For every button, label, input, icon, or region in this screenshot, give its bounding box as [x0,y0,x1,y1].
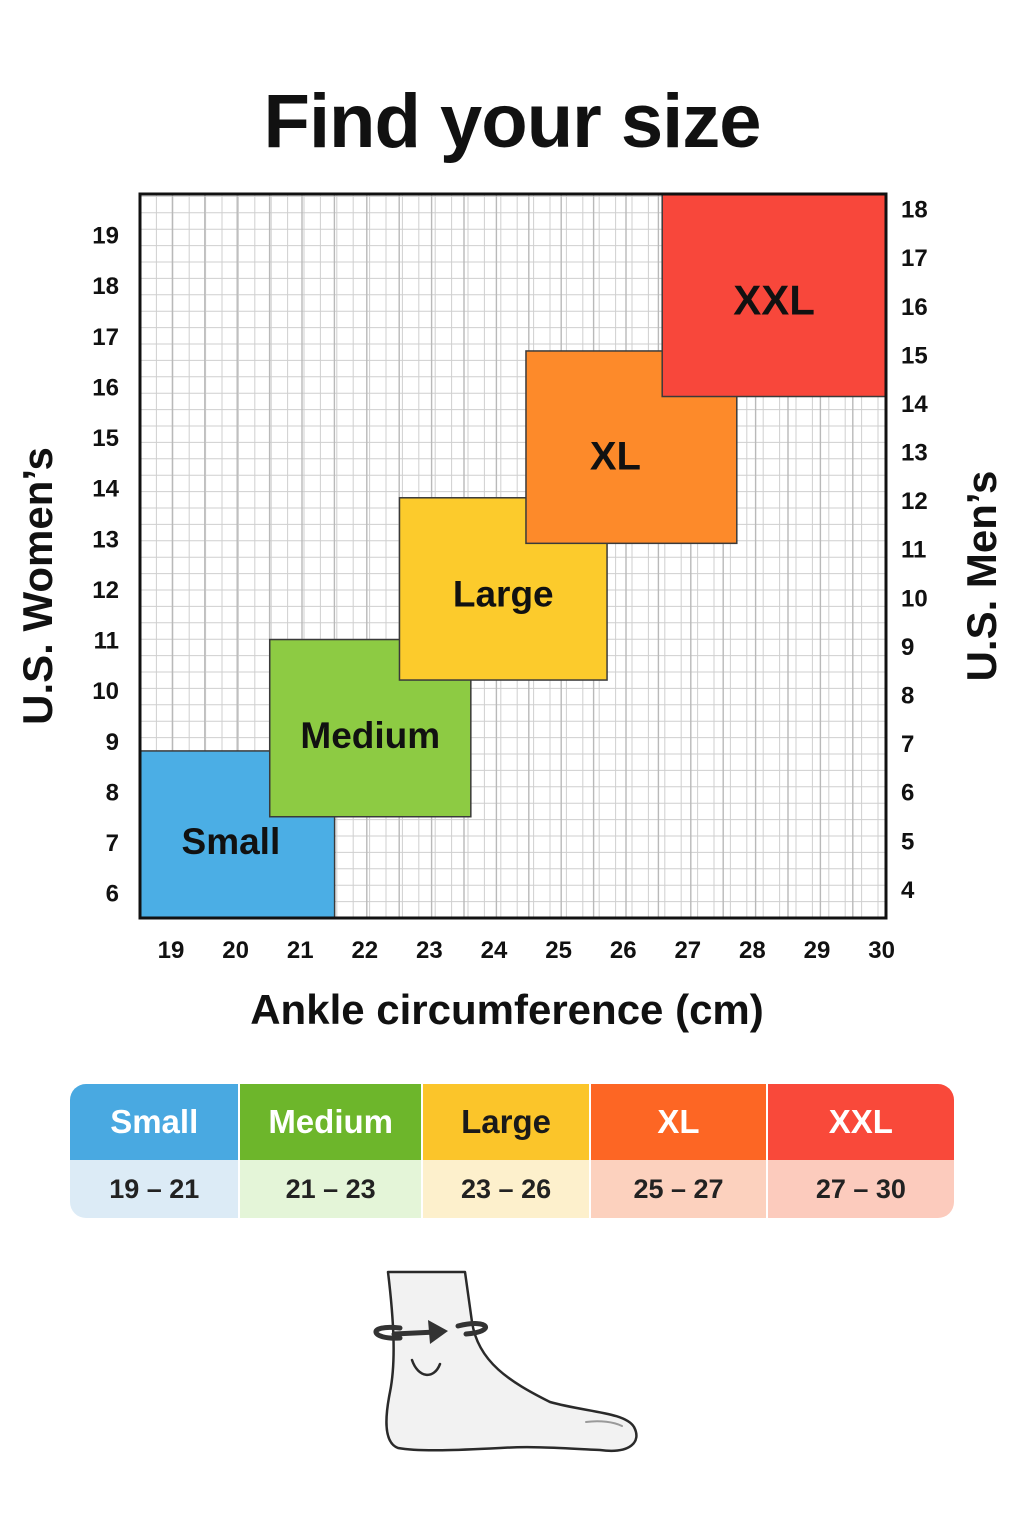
x-tick-label: 25 [545,937,572,964]
y-left-tick-label: 11 [94,628,119,655]
y-left-tick-label: 15 [92,425,119,452]
region-label-small: Small [182,821,281,862]
region-label-medium: Medium [300,715,440,756]
size-range-table: Small 19 – 21 Medium 21 – 23 Large 23 – … [70,1084,954,1218]
y-right-tick-label: 9 [901,634,914,661]
y-left-tick-label: 13 [92,526,119,553]
x-tick-label: 29 [804,937,831,964]
y-left-tick-label: 16 [92,374,119,401]
y-left-tick-label: 17 [92,324,119,351]
y-left-tick-label: 10 [92,678,119,705]
foot-ankle-measure-icon [373,1270,638,1453]
size-range: 27 – 30 [767,1160,954,1218]
size-column-large: Large 23 – 26 [420,1084,590,1218]
y-right-tick-label: 11 [901,537,926,564]
size-regions: Small Medium Large XL XXL [139,193,887,919]
region-label-xl: XL [590,435,641,479]
size-header: Large [422,1084,590,1160]
x-tick-label: 30 [868,937,895,964]
size-range: 23 – 26 [422,1160,590,1218]
size-range: 19 – 21 [70,1160,239,1218]
size-column-xl: XL 25 – 27 [589,1084,766,1218]
size-range: 21 – 23 [240,1160,421,1218]
y-left-tick-label: 9 [106,729,119,756]
y-left-tick-label: 8 [106,779,119,806]
y-left-tick-label: 12 [92,577,119,604]
size-column-medium: Medium 21 – 23 [238,1084,421,1218]
size-header: XXL [767,1084,954,1160]
x-axis-label: Ankle circumference (cm) [250,986,764,1033]
size-chart: Small Medium Large XL XXL 19 20 21 22 23 24 25 26 27… [92,192,928,964]
x-tick-label: 22 [351,937,378,964]
y-axis-label-mens: U.S. Men’s [958,470,1005,682]
size-column-small: Small 19 – 21 [70,1084,239,1218]
y-right-tick-label: 12 [901,488,928,515]
region-xxl [661,193,887,398]
x-tick-label: 28 [739,937,766,964]
x-tick-label: 19 [158,937,185,964]
y-right-tick-label: 18 [901,197,928,224]
size-range: 25 – 27 [591,1160,766,1218]
y-right-tick-label: 14 [901,391,928,418]
x-tick-label: 26 [610,937,637,964]
y-right-tick-label: 13 [901,440,928,467]
size-column-xxl: XXL 27 – 30 [765,1084,954,1218]
x-tick-label: 21 [287,937,314,964]
y-left-tick-label: 7 [106,830,119,857]
x-tick-label: 24 [481,937,508,964]
y-left-tick-label: 6 [106,881,119,908]
y-right-tick-label: 15 [901,342,928,369]
region-label-xxl: XXL [733,276,815,323]
region-label-large: Large [453,574,554,615]
x-tick-label: 20 [222,937,249,964]
y-right-tick-label: 4 [901,877,915,904]
y-left-tick-label: 14 [92,476,119,503]
x-tick-label: 23 [416,937,443,964]
y-right-tick-label: 6 [901,780,914,807]
y-axis-label-womens: U.S. Women’s [14,447,61,725]
size-header: XL [591,1084,766,1160]
size-header: Small [70,1084,239,1160]
y-right-tick-label: 7 [901,731,914,758]
y-right-tick-label: 10 [901,585,928,612]
y-right-tick-label: 17 [901,245,928,272]
y-left-tick-label: 18 [92,273,119,300]
plot-frame [138,192,888,920]
y-right-tick-label: 8 [901,682,914,709]
y-right-tick-label: 5 [901,828,914,855]
y-right-tick-label: 16 [901,294,928,321]
size-header: Medium [240,1084,421,1160]
x-tick-label: 27 [674,937,701,964]
tick-labels: 19 20 21 22 23 24 25 26 27 28 29 30 6 7 8 9 10 11 12 13 14 15… [92,197,928,964]
page-title: Find your size [263,79,762,164]
y-left-tick-label: 19 [92,223,119,250]
